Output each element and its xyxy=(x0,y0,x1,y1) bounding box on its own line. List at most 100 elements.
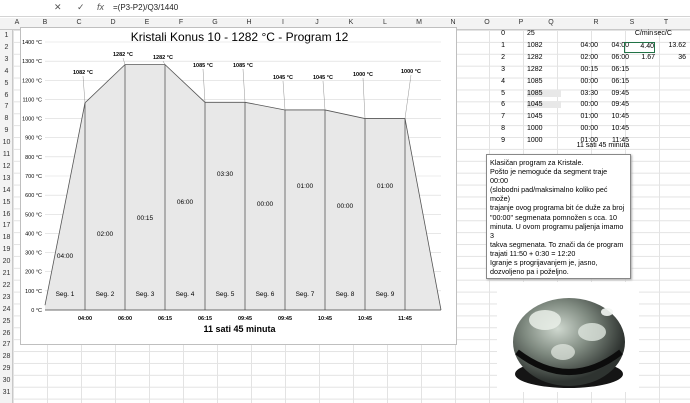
header-sec-per-c[interactable]: sec/C xyxy=(654,30,672,37)
column-header-t[interactable]: T xyxy=(663,19,669,26)
temperature-cell[interactable]: 1282 xyxy=(527,65,543,73)
cumulative-time-cell[interactable]: 09:45 xyxy=(611,89,629,97)
cumulative-time-cell[interactable]: 09:45 xyxy=(611,101,629,109)
temperature-cell[interactable]: 1045 xyxy=(527,101,561,109)
sec-per-c-cell[interactable]: 13.62 xyxy=(668,41,686,49)
row-header-11[interactable]: 11 xyxy=(2,151,11,158)
row-header-16[interactable]: 16 xyxy=(2,210,11,218)
temperature-cell[interactable]: 1082 xyxy=(527,41,543,49)
kiln-program-chart[interactable]: Kristali Konus 10 - 1282 °C - Program 12… xyxy=(20,27,457,345)
column-header-k[interactable]: K xyxy=(348,19,354,26)
cumulative-time-cell[interactable]: 06:15 xyxy=(611,65,629,73)
temperature-cell[interactable]: 1085 xyxy=(527,77,543,85)
column-header-q[interactable]: Q xyxy=(548,19,554,26)
column-header-p[interactable]: P xyxy=(518,19,524,26)
cumulative-time-cell[interactable]: 10:45 xyxy=(611,113,629,121)
temperature-cell[interactable]: 1045 xyxy=(527,113,543,121)
temperature-cell[interactable]: 1000 xyxy=(527,125,543,133)
row-header-5[interactable]: 5 xyxy=(4,79,9,87)
row-header-22[interactable]: 22 xyxy=(2,281,11,289)
c-per-min-cell[interactable]: 1.67 xyxy=(641,53,655,61)
column-header-m[interactable]: M xyxy=(416,19,422,26)
row-header-17[interactable]: 17 xyxy=(2,222,11,230)
row-index[interactable]: 2 xyxy=(501,53,505,61)
column-header-a[interactable]: A xyxy=(14,19,20,26)
confirm-icon[interactable]: ✓ xyxy=(77,2,85,12)
duration-cell[interactable]: 00:00 xyxy=(580,101,598,109)
row-header-14[interactable]: 14 xyxy=(2,186,11,194)
row-header-1[interactable]: 1 xyxy=(4,32,9,39)
cumulative-time-cell[interactable]: 06:00 xyxy=(611,53,629,61)
c-per-min-cell[interactable]: 4.40 xyxy=(624,41,655,53)
column-header-s[interactable]: S xyxy=(629,19,635,26)
cumulative-time-cell[interactable]: 10:45 xyxy=(611,125,629,133)
row-header-21[interactable]: 21 xyxy=(2,270,11,277)
row-header-25[interactable]: 25 xyxy=(2,317,11,325)
row-header-18[interactable]: 18 xyxy=(2,234,11,242)
row-header-12[interactable]: 12 xyxy=(2,162,11,170)
duration-cell[interactable]: 03:30 xyxy=(580,89,598,97)
row-header-23[interactable]: 23 xyxy=(2,293,11,301)
temperature-cell[interactable]: 1282 xyxy=(527,53,543,61)
column-header-f[interactable]: F xyxy=(178,19,184,26)
function-icon[interactable]: fx xyxy=(97,2,105,12)
row-index[interactable]: 9 xyxy=(501,137,505,145)
row-header-3[interactable]: 3 xyxy=(4,55,9,63)
header-c-per-min[interactable]: C/min xyxy=(634,30,654,37)
row-header-15[interactable]: 15 xyxy=(2,198,11,206)
row-index[interactable]: 6 xyxy=(501,101,505,109)
cumulative-time-cell[interactable]: 04:00 xyxy=(611,41,629,49)
row-index[interactable]: 0 xyxy=(501,30,505,37)
duration-cell[interactable]: 02:00 xyxy=(580,53,598,61)
row-header-27[interactable]: 27 xyxy=(2,341,11,349)
column-header-i[interactable]: I xyxy=(282,19,284,26)
column-header-j[interactable]: J xyxy=(315,19,319,26)
row-index[interactable]: 1 xyxy=(501,41,505,49)
duration-cell[interactable]: 00:15 xyxy=(580,65,598,73)
text-box-note[interactable]: Klasičan program za Kristale. Pošto je ne… xyxy=(486,154,631,279)
column-header-d[interactable]: D xyxy=(110,19,116,26)
duration-cell[interactable]: 01:00 xyxy=(580,113,598,121)
row-header-20[interactable]: 20 xyxy=(2,258,11,266)
row-index[interactable]: 8 xyxy=(501,125,505,133)
row-header-31[interactable]: 31 xyxy=(2,389,11,396)
column-header-g[interactable]: G xyxy=(212,19,218,26)
row-header-29[interactable]: 29 xyxy=(2,365,11,373)
column-header-c[interactable]: C xyxy=(76,19,82,26)
cumulative-time-cell[interactable]: 06:15 xyxy=(611,77,629,85)
column-header-l[interactable]: L xyxy=(383,19,387,26)
row-header-30[interactable]: 30 xyxy=(2,377,11,385)
row-header-19[interactable]: 19 xyxy=(2,246,11,254)
duration-cell[interactable]: 00:00 xyxy=(580,77,598,85)
temperature-cell[interactable]: 1085 xyxy=(527,89,561,97)
cumulative-time-cell[interactable]: 11:45 xyxy=(612,137,629,145)
column-header-e[interactable]: E xyxy=(144,19,150,26)
row-header-6[interactable]: 6 xyxy=(4,91,9,99)
temperature-cell[interactable]: 1000 xyxy=(527,137,543,145)
duration-cell[interactable]: 00:00 xyxy=(580,125,598,133)
temperature-cell[interactable]: 25 xyxy=(527,30,535,37)
column-header-n[interactable]: N xyxy=(450,19,456,26)
total-duration[interactable]: 11 sati 45 minuta xyxy=(576,142,630,149)
column-header-r[interactable]: R xyxy=(593,19,599,26)
row-header-7[interactable]: 7 xyxy=(4,103,9,111)
cancel-icon[interactable]: ✕ xyxy=(54,2,62,12)
row-index[interactable]: 4 xyxy=(501,77,505,85)
column-header-b[interactable]: B xyxy=(42,19,48,26)
sec-per-c-cell[interactable]: 36 xyxy=(678,53,686,61)
row-header-9[interactable]: 9 xyxy=(4,127,9,135)
row-index[interactable]: 3 xyxy=(501,65,505,73)
row-header-26[interactable]: 26 xyxy=(2,329,11,337)
row-header-8[interactable]: 8 xyxy=(4,115,9,123)
column-header-h[interactable]: H xyxy=(246,19,252,26)
duration-cell[interactable]: 01:00 xyxy=(580,137,598,145)
row-header-13[interactable]: 13 xyxy=(2,174,11,182)
row-index[interactable]: 5 xyxy=(501,89,505,97)
column-header-o[interactable]: O xyxy=(484,19,490,26)
formula-input[interactable]: =(P3-P2)/Q3/1440 xyxy=(113,3,179,12)
row-header-24[interactable]: 24 xyxy=(2,305,11,313)
row-header-4[interactable]: 4 xyxy=(4,67,9,75)
row-header-28[interactable]: 28 xyxy=(2,353,11,361)
row-header-10[interactable]: 10 xyxy=(2,139,11,147)
row-header-2[interactable]: 2 xyxy=(4,43,9,51)
